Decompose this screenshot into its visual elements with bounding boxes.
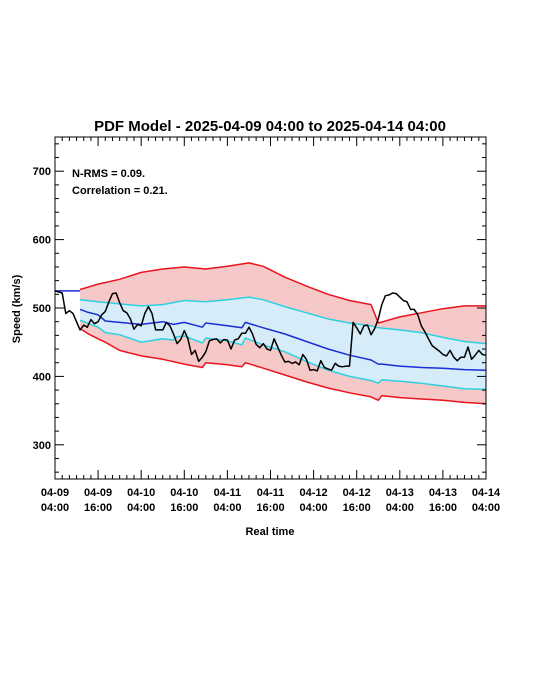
y-tick-label: 500: [33, 303, 51, 315]
x-tick-label-date: 04-13: [386, 487, 414, 499]
series-outer-lower-line: [79, 327, 487, 405]
x-tick-label-time: 04:00: [127, 502, 155, 514]
x-tick-label-date: 04-12: [300, 487, 328, 499]
x-tick-label-date: 04-11: [214, 487, 242, 499]
y-tick-label: 400: [33, 371, 51, 383]
x-tick-label-time: 16:00: [170, 502, 198, 514]
x-tick-label-time: 04:00: [386, 502, 414, 514]
x-tick-label-date: 04-14: [472, 487, 501, 499]
series-observed-line: [54, 290, 487, 372]
x-tick-label-date: 04-10: [127, 487, 155, 499]
x-axis-label: Real time: [246, 526, 295, 538]
x-tick-label-time: 04:00: [300, 502, 328, 514]
x-tick-label-time: 04:00: [472, 502, 500, 514]
x-tick-label-time: 04:00: [213, 502, 241, 514]
x-tick-label-date: 04-09: [84, 487, 112, 499]
x-tick-label-date: 04-12: [343, 487, 371, 499]
y-tick-label: 700: [33, 166, 51, 178]
chart-title: PDF Model - 2025-04-09 04:00 to 2025-04-…: [94, 118, 446, 135]
inner-band-fill: [80, 297, 486, 390]
x-tick-label-time: 16:00: [256, 502, 284, 514]
x-tick-label-date: 04-11: [257, 487, 285, 499]
series-inner-upper-line: [80, 296, 487, 345]
plot-area: [54, 262, 487, 405]
x-tick-label-time: 16:00: [343, 502, 371, 514]
x-tick-label-time: 16:00: [429, 502, 457, 514]
x-tick-label-time: 04:00: [41, 502, 69, 514]
x-tick-label-date: 04-13: [429, 487, 457, 499]
x-tick-label-date: 04-09: [41, 487, 69, 499]
axis-ticks: 300 400 500 600 700 04-09 04:00 04-09 16:00 04-10…: [33, 137, 501, 514]
y-axis-label: Speed (km/s): [11, 274, 23, 343]
y-tick-label: 600: [33, 235, 51, 247]
series-inner-lower-line: [79, 319, 487, 391]
x-tick-label-date: 04-10: [170, 487, 198, 499]
series-outer-upper-line: [79, 262, 486, 324]
series-median-line: [79, 308, 487, 371]
y-tick-label: 300: [33, 440, 51, 452]
correlation-annotation: Correlation = 0.21.: [72, 185, 168, 197]
x-tick-label-time: 16:00: [84, 502, 112, 514]
nrms-annotation: N-RMS = 0.09.: [72, 168, 145, 180]
